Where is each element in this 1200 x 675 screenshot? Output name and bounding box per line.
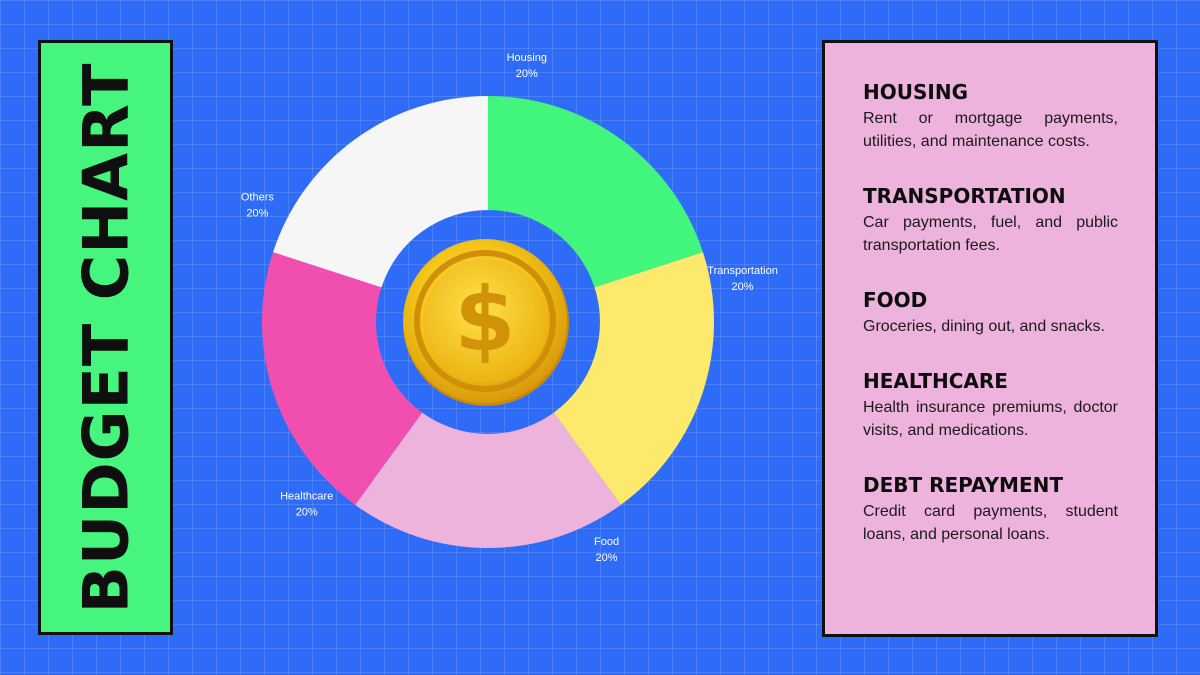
slice-name: Transportation (707, 265, 778, 277)
donut-slices (262, 95, 714, 548)
svg-text:$: $ (454, 268, 515, 371)
dollar-coin-icon: $ (403, 239, 569, 406)
slice-value: 20% (296, 507, 318, 519)
slice-label-healthcare: Healthcare 20% (280, 491, 333, 519)
legend-item-transportation: TRANSPORTATION Car payments, fuel, and p… (863, 183, 1118, 257)
slice-label-transportation: Transportation 20% (707, 265, 778, 293)
slice-value: 20% (246, 207, 268, 219)
legend-title: TRANSPORTATION (863, 184, 1066, 208)
slice-name: Housing (507, 52, 547, 64)
legend-item-housing: HOUSING Rent or mortgage payments, utili… (863, 79, 1118, 153)
legend-description: Health insurance premiums, doctor visits… (863, 399, 1118, 439)
legend-description: Groceries, dining out, and snacks. (863, 318, 1105, 335)
legend-title: DEBT REPAYMENT (863, 473, 1063, 497)
slice-others (273, 95, 488, 288)
slice-name: Food (594, 536, 619, 548)
slice-label-food: Food 20% (594, 536, 619, 564)
legend-description: Rent or mortgage payments, utilities, an… (863, 110, 1118, 150)
slice-food (355, 412, 621, 548)
legend-panel: HOUSING Rent or mortgage payments, utili… (822, 40, 1158, 637)
slice-value: 20% (732, 281, 754, 293)
legend-title: HEALTHCARE (863, 369, 1008, 393)
legend-title: HOUSING (863, 80, 968, 104)
slice-healthcare (262, 252, 423, 505)
slice-name: Others (241, 191, 275, 203)
legend-description: Car payments, fuel, and public transport… (863, 214, 1118, 254)
slice-value: 20% (516, 68, 538, 80)
legend-item-healthcare: HEALTHCARE Health insurance premiums, do… (863, 368, 1118, 442)
legend-item-debt-repayment: DEBT REPAYMENT Credit card payments, stu… (863, 472, 1118, 546)
legend-description: Credit card payments, student loans, and… (863, 503, 1118, 543)
slice-labels: Housing 20%Transportation 20%Food 20%Health… (241, 52, 778, 564)
slice-housing (488, 96, 703, 288)
slice-label-housing: Housing 20% (507, 52, 547, 80)
slice-value: 20% (596, 552, 618, 564)
legend-item-food: FOOD Groceries, dining out, and snacks. (863, 287, 1118, 338)
slice-transportation (553, 252, 714, 505)
title-panel: BUDGET CHART (38, 40, 173, 635)
slice-name: Healthcare (280, 491, 333, 503)
legend-title: FOOD (863, 288, 928, 312)
slice-label-others: Others 20% (241, 191, 275, 219)
